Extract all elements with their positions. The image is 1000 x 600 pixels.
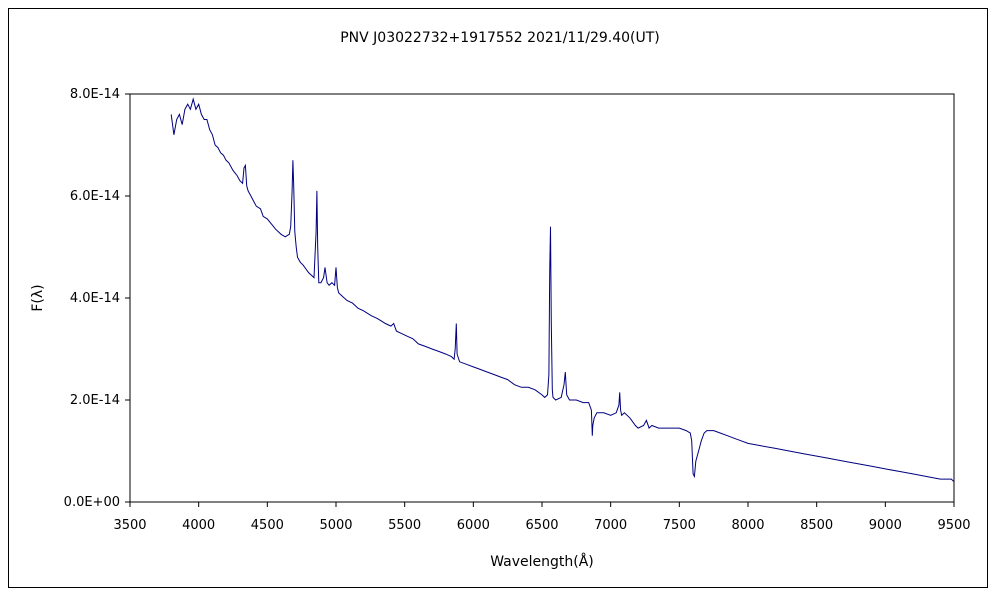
y-tick-label: 2.0E-14 (70, 393, 120, 408)
x-tick-label: 4500 (251, 518, 284, 533)
x-tick-label: 8500 (800, 518, 833, 533)
x-tick-label: 9000 (869, 518, 902, 533)
x-tick-label: 4000 (182, 518, 215, 533)
y-tick-label: 0.0E+00 (64, 495, 120, 510)
y-axis-label: F(λ) (30, 284, 46, 311)
x-tick-label: 6500 (525, 518, 558, 533)
x-tick-label: 6000 (457, 518, 490, 533)
chart-title: PNV J03022732+1917552 2021/11/29.40(UT) (340, 30, 660, 46)
x-tick-label: 8000 (731, 518, 764, 533)
y-tick-label: 4.0E-14 (70, 291, 120, 306)
spectrum-series-line (170, 97, 955, 482)
x-tick-label: 5000 (319, 518, 352, 533)
x-tick-label: 7000 (594, 518, 627, 533)
x-tick-label: 7500 (663, 518, 696, 533)
x-tick-label: 9500 (937, 518, 970, 533)
plot-area (129, 93, 955, 503)
x-axis-label: Wavelength(Å) (490, 553, 594, 570)
x-tick-label: 3500 (113, 518, 146, 533)
y-tick-label: 8.0E-14 (70, 87, 120, 102)
x-tick-label: 5500 (388, 518, 421, 533)
y-tick-label: 6.0E-14 (70, 189, 120, 204)
y-axis: 0.0E+00 2.0E-14 4.0E-14 6.0E-14 8.0E-14 (64, 87, 130, 510)
x-axis: 3500 4000 4500 5000 5500 6000 6500 7000 7500 8000… (113, 502, 971, 533)
chart-frame (8, 8, 988, 588)
